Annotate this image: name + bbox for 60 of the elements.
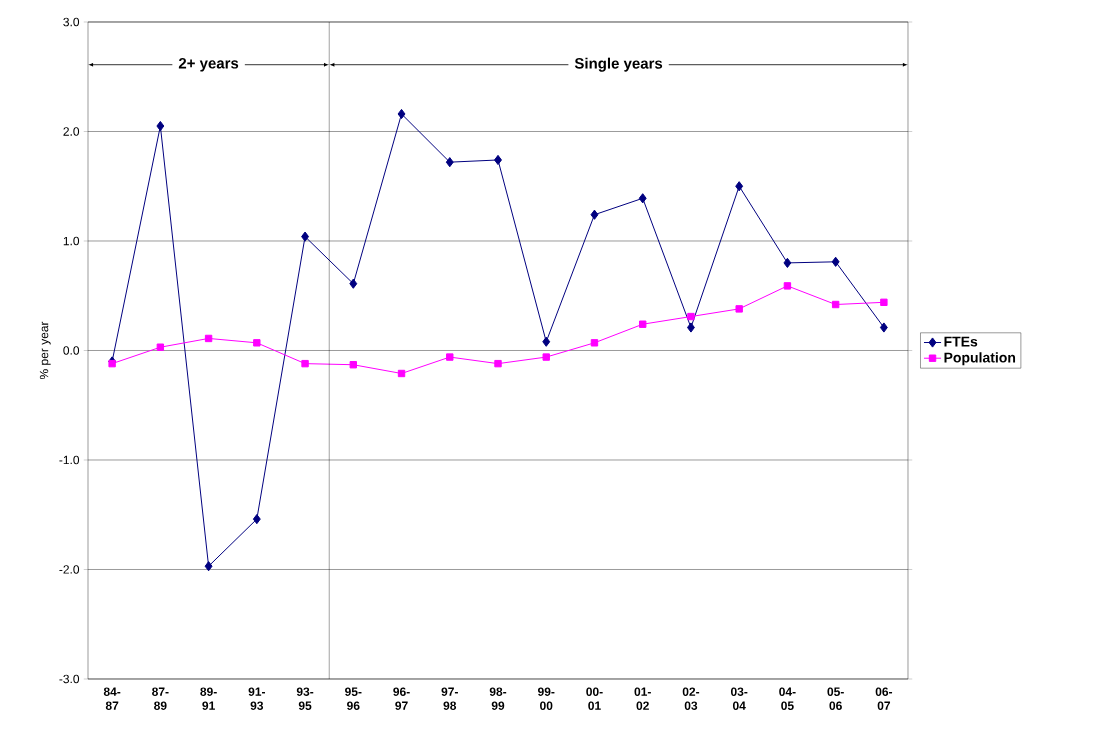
- point: [204, 561, 213, 572]
- x-tick-label: 98-99: [489, 687, 507, 710]
- point: [879, 322, 888, 333]
- point: [252, 514, 261, 525]
- point: [880, 298, 888, 307]
- x-tick-label: 96-97: [393, 687, 410, 710]
- point: [397, 369, 406, 378]
- point: [156, 343, 165, 351]
- point: [638, 193, 647, 204]
- point: [831, 256, 840, 267]
- legend-label: Population: [944, 352, 1016, 366]
- point: [204, 334, 213, 343]
- x-tick-label: 93-95: [296, 687, 314, 710]
- point: [349, 278, 358, 289]
- y-axis-title: % per year: [39, 321, 51, 380]
- point: [686, 322, 695, 333]
- x-tick-label: 01-02: [634, 687, 651, 710]
- point: [639, 320, 647, 328]
- point: [542, 336, 551, 347]
- point: [253, 339, 261, 347]
- point: [590, 339, 599, 347]
- point: [445, 157, 454, 168]
- y-tick-label: 2.0: [63, 127, 80, 136]
- y-tick-label: -3.0: [59, 674, 80, 684]
- x-tick-label: 91-93: [248, 687, 266, 710]
- x-tick-label: 00-01: [586, 687, 603, 710]
- x-tick-label: 04-05: [779, 687, 796, 710]
- y-tick-label: 0.0: [63, 346, 80, 355]
- point: [831, 300, 840, 309]
- point: [783, 257, 792, 268]
- point: [542, 353, 550, 361]
- point: [590, 209, 599, 220]
- point: [446, 353, 454, 361]
- legend-label: FTEs: [944, 336, 978, 347]
- x-tick-label: 95-96: [345, 687, 362, 710]
- x-tick-label: 84-87: [103, 687, 121, 710]
- x-tick-label: 02-03: [682, 687, 700, 710]
- point: [735, 181, 744, 192]
- point: [494, 359, 502, 368]
- point: [301, 359, 309, 368]
- y-tick-label: -1.0: [59, 455, 80, 465]
- x-tick-label: 89-91: [200, 687, 217, 710]
- point: [397, 108, 406, 120]
- y-tick-label: 1.0: [63, 236, 80, 246]
- x-tick-label: 97-98: [441, 687, 458, 710]
- point: [349, 361, 357, 369]
- point: [687, 312, 695, 321]
- y-tick-label: -2.0: [59, 565, 80, 574]
- y-tick-label: 3.0: [63, 17, 80, 27]
- x-tick-label: 06-07: [875, 687, 893, 710]
- annotation: 2+ years: [178, 57, 239, 72]
- point: [301, 231, 310, 242]
- x-tick-label: 99-00: [537, 687, 555, 710]
- x-tick-label: 05-06: [827, 687, 844, 710]
- x-tick-label: 87-89: [152, 687, 169, 710]
- x-tick-label: 03-04: [730, 687, 748, 710]
- point: [735, 305, 743, 313]
- annotation: Single years: [574, 57, 663, 72]
- point: [156, 120, 165, 132]
- point: [783, 282, 792, 290]
